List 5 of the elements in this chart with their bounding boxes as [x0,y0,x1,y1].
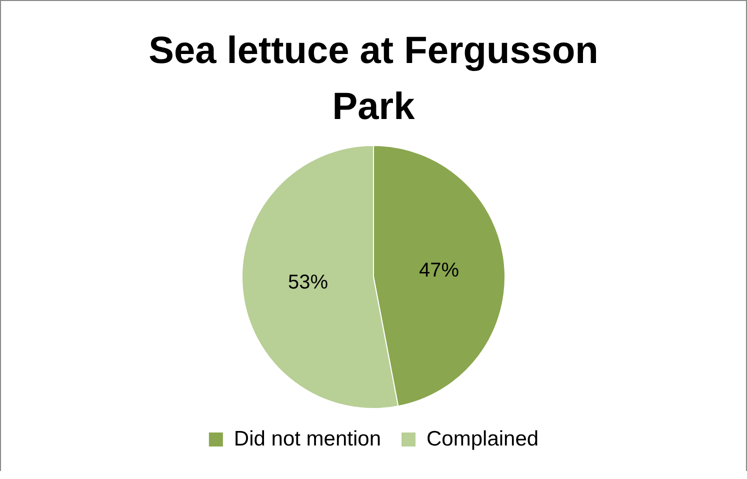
legend-label: Did not mention [234,427,382,450]
data-label: 47% [418,259,460,282]
data-label: 53% [288,272,328,294]
chart-title: Sea lettuce at Fergusson Park [148,29,600,130]
legend-label: Complained [426,427,539,450]
